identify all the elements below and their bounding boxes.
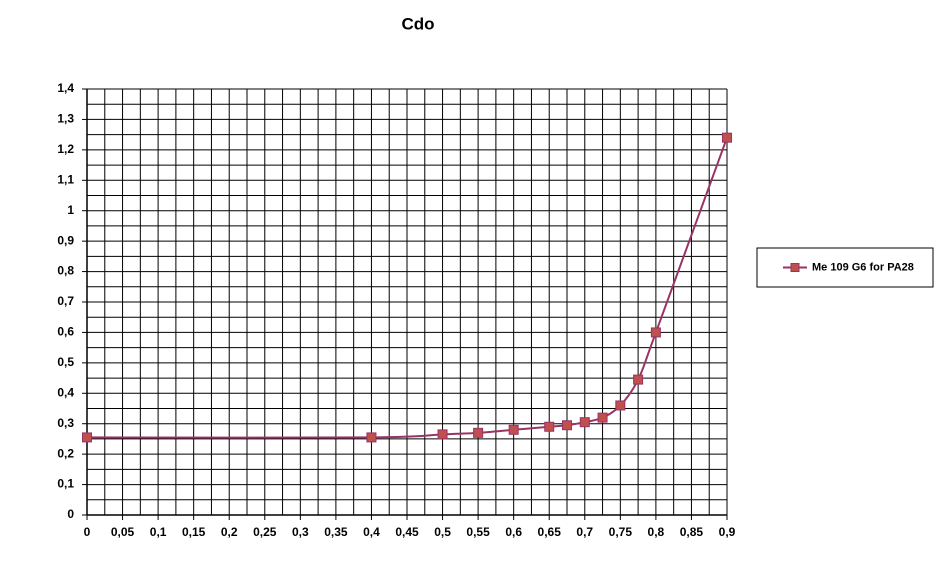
x-tick-label: 0,4 (363, 525, 380, 539)
marker (82, 432, 92, 443)
y-tick-label: 1,4 (57, 81, 74, 95)
marker (437, 429, 448, 440)
x-tick-label: 0,3 (292, 525, 309, 539)
x-tick-label: 0,35 (324, 525, 348, 539)
marker (615, 400, 626, 411)
x-tick-label: 0,85 (680, 525, 704, 539)
marker (508, 424, 519, 435)
x-tick-label: 0,65 (538, 525, 562, 539)
y-tick-label: 0,6 (57, 325, 74, 339)
x-tick-label: 0 (84, 525, 91, 539)
y-tick-label: 0,9 (57, 233, 74, 247)
y-tick-label: 0,7 (57, 294, 74, 308)
x-tick-label: 0,25 (253, 525, 277, 539)
x-tick-label: 0,05 (111, 525, 135, 539)
x-tick-label: 0,8 (648, 525, 665, 539)
marker (473, 427, 484, 438)
x-tick-label: 0,2 (221, 525, 238, 539)
marker (544, 421, 555, 432)
legend-marker (790, 263, 800, 272)
x-tick-label: 0,75 (609, 525, 633, 539)
x-tick-label: 0,6 (505, 525, 522, 539)
x-tick-label: 0,15 (182, 525, 206, 539)
marker (597, 412, 608, 423)
x-tick-label: 0,45 (395, 525, 419, 539)
x-tick-label: 0,55 (466, 525, 490, 539)
y-tick-label: 0,3 (57, 416, 74, 430)
legend-label: Me 109 G6 for PA28 (812, 261, 914, 273)
x-tick-label: 0,1 (150, 525, 167, 539)
y-tick-label: 1 (67, 203, 74, 217)
chart-title: Cdo (401, 14, 434, 33)
x-tick-label: 0,5 (434, 525, 451, 539)
x-tick-label: 0,9 (719, 525, 736, 539)
y-tick-label: 0,2 (57, 446, 74, 460)
y-tick-label: 0,8 (57, 264, 74, 278)
y-tick-label: 0,4 (57, 385, 74, 399)
marker (366, 432, 377, 443)
y-tick-label: 1,1 (57, 172, 74, 186)
marker (633, 374, 644, 385)
marker (722, 132, 732, 143)
y-tick-label: 0,1 (57, 477, 74, 491)
y-tick-label: 1,3 (57, 112, 74, 126)
x-tick-label: 0,7 (576, 525, 593, 539)
marker (650, 327, 661, 338)
marker (562, 420, 572, 431)
y-tick-label: 0 (67, 507, 74, 521)
marker (579, 417, 590, 428)
y-tick-label: 1,2 (57, 142, 74, 156)
y-tick-label: 0,5 (57, 355, 74, 369)
